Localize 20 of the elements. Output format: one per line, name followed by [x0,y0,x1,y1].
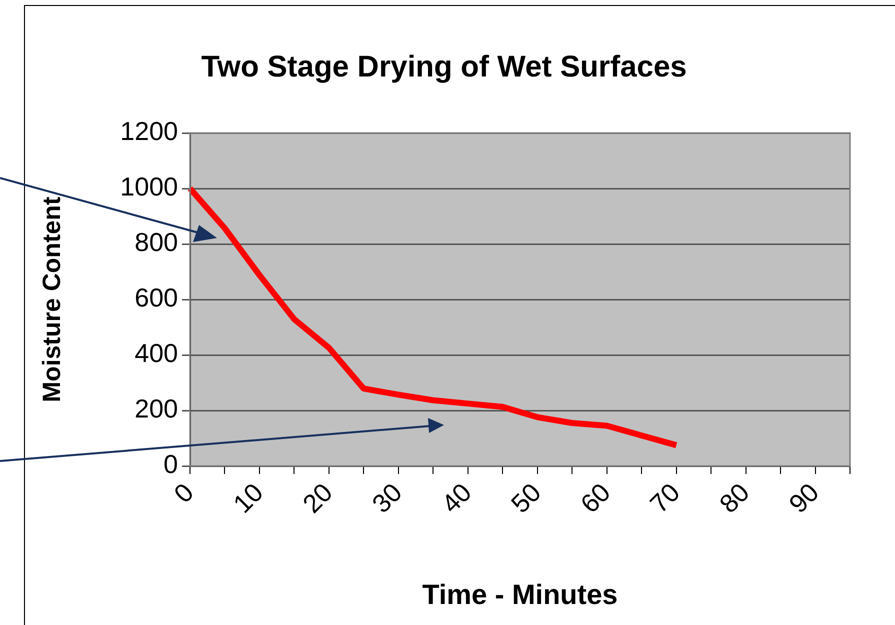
y-tick-label: 1000 [120,172,178,202]
y-tick-label: 800 [134,227,178,258]
chart-title: Two Stage Drying of Wet Surfaces [201,50,687,84]
x-tick-label: 30 [366,477,408,519]
x-tick-label: 80 [713,477,756,519]
x-tick-label: 10 [227,477,269,519]
y-tick-label: 600 [134,282,178,313]
y-tick-label: 1200 [120,116,178,146]
y-axis-title: Moisture Content [38,196,66,402]
x-tick-label: 20 [296,477,338,519]
x-tick-label: 0 [168,477,200,509]
y-tick-label: 400 [134,338,178,368]
x-tick-label: 40 [436,477,478,519]
y-tick-label: 0 [164,449,178,480]
x-tick-label: 90 [782,477,825,519]
y-tick-label: 200 [134,394,178,424]
x-tick-label: 50 [505,477,547,519]
x-axis-title: Time - Minutes [422,578,618,610]
x-tick-label: 70 [644,477,686,519]
x-tick-label: 60 [574,477,616,519]
